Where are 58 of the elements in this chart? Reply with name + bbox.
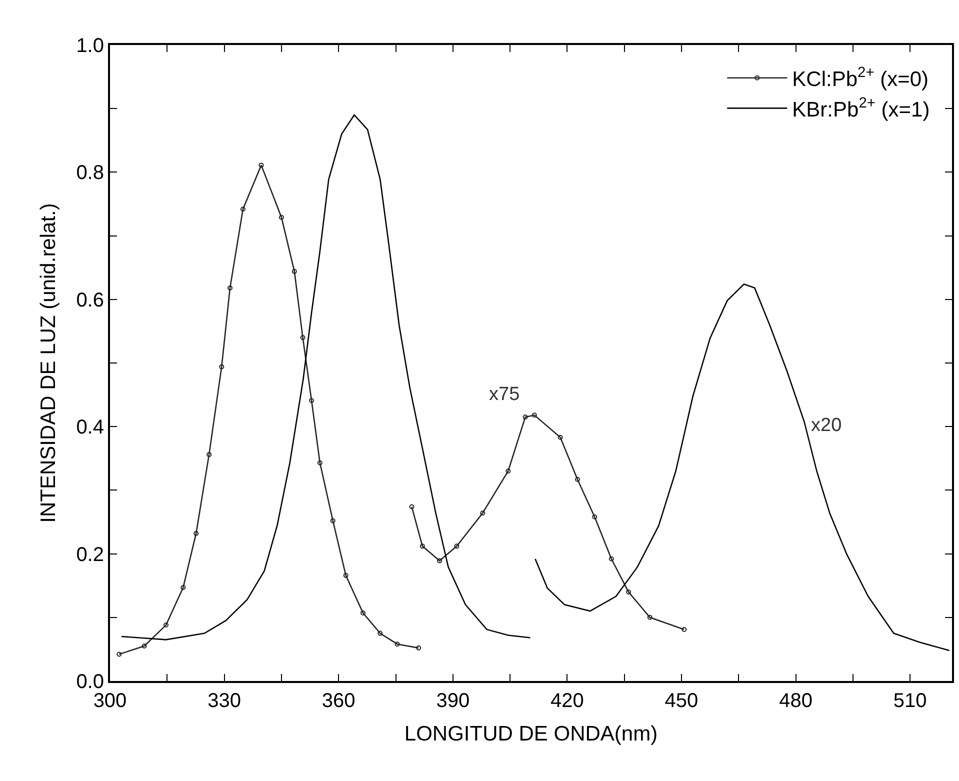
x-tick-label: 300 — [93, 690, 127, 712]
point — [330, 518, 336, 524]
x-tick-label: 330 — [208, 690, 241, 712]
point — [532, 412, 537, 418]
point — [394, 642, 400, 647]
y-tick-label: 1.0 — [76, 35, 104, 57]
point — [378, 630, 383, 636]
point — [558, 434, 563, 440]
y-tick-label: 0.6 — [76, 289, 104, 312]
point — [258, 162, 264, 168]
point — [574, 476, 580, 482]
x-tick-label: 390 — [436, 690, 470, 712]
annotation: x20 — [811, 415, 842, 436]
point — [292, 268, 297, 274]
point — [164, 622, 169, 628]
legend-label: KBr:Pb$^{2+}$ (x=1) — [792, 96, 930, 122]
point — [116, 652, 122, 657]
x-tick-label: 510 — [893, 690, 927, 712]
legend-label: KCl:Pb$^{2+}$ (x=0) — [792, 65, 929, 92]
point — [506, 468, 511, 474]
x-tick-label: 420 — [550, 690, 584, 712]
point — [240, 206, 246, 212]
point — [228, 285, 233, 290]
y-tick-label: 0.4 — [76, 416, 104, 439]
point — [300, 335, 306, 340]
point — [416, 645, 422, 650]
line-series — [120, 114, 531, 640]
point — [454, 544, 460, 549]
y-tick-label: 0.2 — [76, 544, 104, 566]
point — [626, 589, 632, 594]
y-tick-label: 0.0 — [76, 671, 104, 693]
point — [278, 214, 284, 220]
x-tick-label: 450 — [664, 690, 698, 712]
point — [142, 644, 147, 649]
annotation: x75 — [489, 384, 520, 405]
point — [437, 558, 442, 564]
point — [309, 398, 314, 404]
point — [409, 504, 414, 510]
point — [608, 556, 614, 562]
x-tick-label: 360 — [322, 690, 356, 712]
point — [194, 530, 199, 536]
y-tick-label: 0.8 — [76, 162, 104, 184]
point — [592, 514, 598, 520]
point — [219, 364, 224, 370]
point — [682, 626, 687, 632]
point — [480, 510, 486, 516]
point — [360, 610, 366, 616]
point — [206, 452, 212, 458]
point — [180, 585, 186, 590]
x-axis-title: LONGITUD DE ONDA(nm) — [404, 722, 658, 746]
point — [522, 414, 528, 420]
x-tick-label: 480 — [779, 690, 812, 712]
point — [647, 614, 652, 620]
line-series — [534, 283, 950, 652]
point — [317, 460, 322, 466]
point — [343, 572, 348, 578]
point — [420, 544, 425, 549]
y-axis-title: INTENSIDAD DE LUZ (unid.relat.) — [36, 203, 60, 523]
